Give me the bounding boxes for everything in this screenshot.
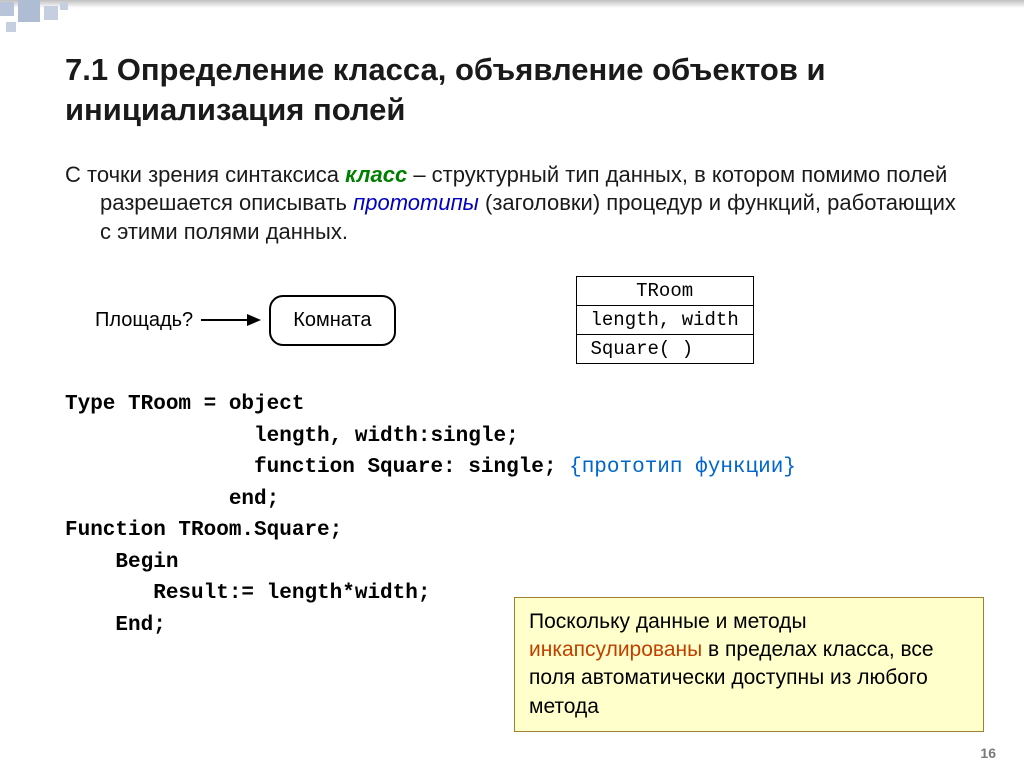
term-prototypes: прототипы	[353, 190, 479, 215]
area-arrow-group: Площадь? Комната	[95, 295, 396, 346]
note-emphasis: инкапсулированы	[529, 638, 702, 661]
code-line: Function TRoom.Square;	[65, 519, 342, 542]
uml-class-table: TRoom length, width Square( )	[576, 276, 754, 364]
deco-sq	[6, 22, 16, 32]
term-class: класс	[345, 162, 407, 187]
code-line: end;	[65, 488, 279, 511]
arrow-icon	[201, 305, 261, 335]
uml-method: Square( )	[576, 335, 753, 364]
page-number: 16	[980, 745, 996, 761]
intro-paragraph: С точки зрения синтаксиса класс – структ…	[65, 161, 959, 247]
note-box: Поскольку данные и методы инкапсулирован…	[514, 597, 984, 732]
room-box: Комната	[269, 295, 395, 346]
slide-content: 7.1 Определение класса, объявление объек…	[0, 0, 1024, 641]
deco-sq	[44, 6, 58, 20]
code-line: Result:= length*width;	[65, 582, 430, 605]
deco-sq	[60, 2, 68, 10]
code-line: End;	[65, 614, 166, 637]
deco-sq	[0, 2, 14, 16]
area-label: Площадь?	[95, 309, 193, 332]
uml-fields: length, width	[576, 306, 753, 335]
slide-shadow	[0, 0, 1024, 8]
corner-decoration	[0, 0, 130, 40]
code-line: function Square: single;	[65, 456, 569, 479]
code-line: Type TRoom =	[65, 393, 229, 416]
code-line: length, width:single;	[65, 425, 519, 448]
code-line: Begin	[65, 551, 178, 574]
uml-name: TRoom	[576, 277, 753, 306]
note-text: Поскольку данные и методы	[529, 610, 807, 633]
slide-title: 7.1 Определение класса, объявление объек…	[65, 50, 959, 131]
code-comment: {прототип функции}	[569, 456, 796, 479]
code-keyword-object: object	[229, 393, 305, 416]
diagram-row: Площадь? Комната TRoom length, width Squ…	[65, 276, 959, 364]
deco-sq	[18, 0, 40, 22]
para-text: С точки зрения синтаксиса	[65, 162, 345, 187]
